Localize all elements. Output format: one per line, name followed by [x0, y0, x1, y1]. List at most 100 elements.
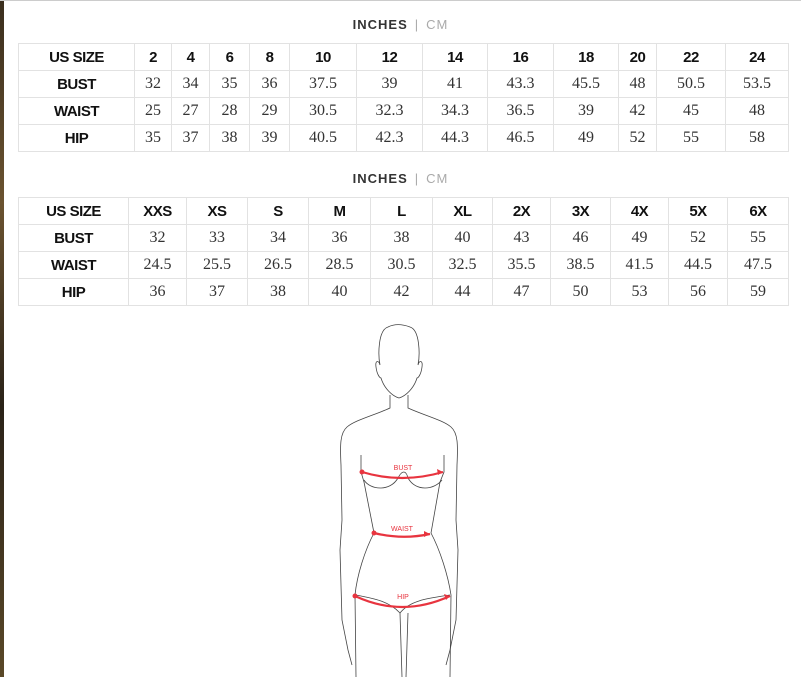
- measurement-cell: 53: [610, 278, 669, 306]
- measurement-cell: 50: [550, 278, 611, 306]
- size-header-cell: 14: [422, 43, 488, 71]
- measurement-cell: 30.5: [370, 251, 433, 279]
- measurement-cell: 34.3: [422, 97, 488, 125]
- measurement-cell: 30.5: [289, 97, 357, 125]
- measurement-cell: 32.5: [432, 251, 493, 279]
- table-row: WAIST 25 27 28 29 30.5 32.3 34.3 36.5 39 42 45 48: [18, 97, 789, 125]
- measure-label-cell: BUST: [18, 70, 135, 98]
- measurement-cell: 37: [186, 278, 248, 306]
- cm-toggle[interactable]: CM: [426, 17, 449, 32]
- size-header-cell: 3X: [550, 197, 611, 225]
- column-header-label: US SIZE: [18, 43, 135, 71]
- measure-label-cell: WAIST: [18, 251, 129, 279]
- measurement-cell: 38: [370, 224, 433, 252]
- measurement-cell: 27: [171, 97, 210, 125]
- separator: |: [414, 171, 420, 186]
- measurement-cell: 36: [128, 278, 187, 306]
- separator: |: [414, 17, 420, 32]
- measurement-cell: 44.5: [668, 251, 728, 279]
- measurement-cell: 34: [171, 70, 210, 98]
- measurement-lines: [354, 470, 451, 609]
- measurement-cell: 25.5: [186, 251, 248, 279]
- body-outline: [339, 324, 459, 677]
- size-header-cell: 6: [209, 43, 250, 71]
- size-header-cell: 16: [487, 43, 554, 71]
- table-row: BUST 32 34 35 36 37.5 39 41 43.3 45.5 48 50.5 53.5: [18, 70, 789, 98]
- measurement-cell: 32: [134, 70, 172, 98]
- letter-size-table: US SIZE XXS XS S M L XL 2X 3X 4X 5X 6X BUST 32 33 34 36 3…: [18, 197, 789, 306]
- measurement-cell: 39: [356, 70, 423, 98]
- unit-toggle: INCHES | CM: [0, 17, 801, 32]
- size-header-cell: L: [370, 197, 433, 225]
- measurement-cell: 34: [247, 224, 309, 252]
- waist-label: WAIST: [391, 526, 414, 533]
- measurement-cell: 28.5: [308, 251, 371, 279]
- measurement-cell: 48: [725, 97, 789, 125]
- measurement-cell: 40: [432, 224, 493, 252]
- measure-markers: [352, 469, 450, 600]
- measurement-cell: 42: [370, 278, 433, 306]
- size-header-cell: 8: [249, 43, 290, 71]
- waist-measure-line: [373, 531, 431, 538]
- size-header-cell: XS: [186, 197, 248, 225]
- measurement-cell: 45: [656, 97, 726, 125]
- measurement-cell: 42.3: [356, 124, 423, 152]
- hip-measure-line: [354, 594, 451, 609]
- inches-toggle[interactable]: INCHES: [352, 171, 408, 186]
- measure-label-cell: HIP: [18, 278, 129, 306]
- measurement-cell: 46.5: [487, 124, 554, 152]
- measurement-cell: 36: [249, 70, 290, 98]
- measurement-cell: 43: [492, 224, 551, 252]
- measure-label-cell: HIP: [18, 124, 135, 152]
- size-header-cell: M: [308, 197, 371, 225]
- size-header-cell: 20: [618, 43, 657, 71]
- measurement-cell: 56: [668, 278, 728, 306]
- header-row: US SIZE XXS XS S M L XL 2X 3X 4X 5X 6X: [18, 197, 789, 225]
- table-row: HIP 35 37 38 39 40.5 42.3 44.3 46.5 49 52 55 58: [18, 124, 789, 152]
- size-header-cell: 22: [656, 43, 726, 71]
- measurement-cell: 35: [209, 70, 250, 98]
- size-header-cell: 6X: [727, 197, 789, 225]
- measurement-cell: 55: [727, 224, 789, 252]
- measure-label-cell: BUST: [18, 224, 129, 252]
- measurement-cell: 59: [727, 278, 789, 306]
- measurement-cell: 38: [247, 278, 309, 306]
- hip-label: HIP: [397, 594, 409, 601]
- measurement-cell: 48: [618, 70, 657, 98]
- body-measurement-figure: BUST WAIST HIP: [339, 324, 459, 677]
- measurement-cell: 36: [308, 224, 371, 252]
- measurement-cell: 35.5: [492, 251, 551, 279]
- header-row: US SIZE 2 4 6 8 10 12 14 16 18 20 22 24: [18, 43, 789, 71]
- measurement-cell: 45.5: [553, 70, 619, 98]
- measurement-cell: 40.5: [289, 124, 357, 152]
- cm-toggle[interactable]: CM: [426, 171, 449, 186]
- table-row: BUST 32 33 34 36 38 40 43 46 49 52 55: [18, 224, 789, 252]
- measurement-cell: 24.5: [128, 251, 187, 279]
- size-header-cell: 2: [134, 43, 172, 71]
- table-row: HIP 36 37 38 40 42 44 47 50 53 56 59: [18, 278, 789, 306]
- top-divider: [0, 0, 801, 1]
- measurement-cell: 33: [186, 224, 248, 252]
- measurement-cell: 41: [422, 70, 488, 98]
- measurement-cell: 35: [134, 124, 172, 152]
- size-header-cell: 18: [553, 43, 619, 71]
- measurement-cell: 37.5: [289, 70, 357, 98]
- size-header-cell: 4: [171, 43, 210, 71]
- measurement-cell: 40: [308, 278, 371, 306]
- bust-measure-line: [361, 470, 444, 480]
- size-header-cell: 5X: [668, 197, 728, 225]
- measurement-cell: 32.3: [356, 97, 423, 125]
- size-header-cell: XXS: [128, 197, 187, 225]
- measurement-cell: 39: [249, 124, 290, 152]
- measurement-cell: 25: [134, 97, 172, 125]
- numeric-size-table: US SIZE 2 4 6 8 10 12 14 16 18 20 22 24 BUST 32 34 35 36 3…: [18, 43, 789, 152]
- inches-toggle[interactable]: INCHES: [352, 17, 408, 32]
- size-header-cell: S: [247, 197, 309, 225]
- measurement-cell: 49: [553, 124, 619, 152]
- measurement-cell: 52: [618, 124, 657, 152]
- size-header-cell: XL: [432, 197, 493, 225]
- column-header-label: US SIZE: [18, 197, 129, 225]
- size-header-cell: 24: [725, 43, 789, 71]
- measurement-cell: 41.5: [610, 251, 669, 279]
- measurement-cell: 38: [209, 124, 250, 152]
